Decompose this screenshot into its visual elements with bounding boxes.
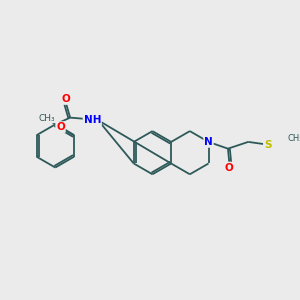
Text: NH: NH	[83, 115, 101, 125]
Text: O: O	[56, 122, 65, 132]
Text: S: S	[264, 140, 272, 150]
Text: O: O	[225, 163, 234, 172]
Text: N: N	[204, 137, 213, 147]
Text: CH₃: CH₃	[38, 114, 55, 123]
Text: CH₃: CH₃	[288, 134, 300, 143]
Text: O: O	[62, 94, 70, 104]
